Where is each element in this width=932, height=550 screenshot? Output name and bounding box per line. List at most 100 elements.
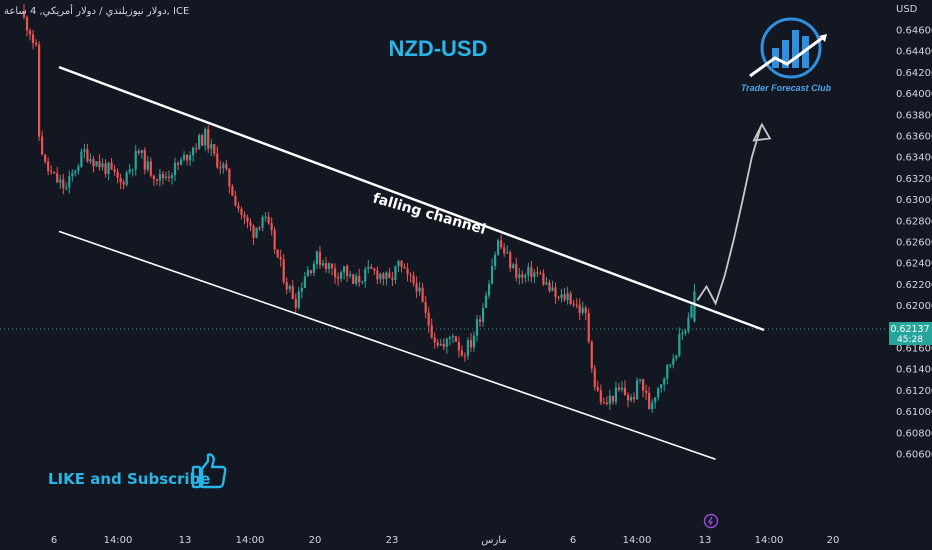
- candle-body: [599, 390, 602, 403]
- candle-body: [330, 263, 334, 269]
- candle-body: [545, 282, 548, 285]
- candle-body: [424, 301, 427, 313]
- candle-body: [521, 274, 524, 278]
- thumbs-up-icon[interactable]: [191, 453, 227, 489]
- x-tick-label: مارس: [481, 535, 506, 546]
- candle-body: [548, 282, 551, 291]
- x-axis[interactable]: 6 14:00 13 14:00 20 23 مارس 6 14:00 13 14:00 20: [51, 535, 840, 546]
- candle-body: [608, 395, 611, 404]
- x-tick-label: 6: [51, 535, 57, 546]
- candle-body: [551, 287, 554, 291]
- candle-body: [388, 272, 391, 278]
- candle-body: [421, 287, 424, 302]
- candle-body: [116, 171, 119, 178]
- last-price-badge[interactable]: 0.62137 45:28: [889, 322, 932, 345]
- candle-body: [122, 182, 125, 185]
- candle-body: [204, 129, 207, 146]
- x-tick-label: 14:00: [236, 535, 265, 546]
- candle-body: [98, 161, 101, 168]
- candle-body: [222, 164, 225, 169]
- candle-body: [605, 402, 608, 404]
- candle-body: [276, 249, 279, 257]
- candle-body: [614, 387, 618, 402]
- candle-body: [587, 312, 590, 342]
- candle-body: [376, 270, 379, 280]
- candle-body: [324, 263, 328, 269]
- candle-body: [192, 147, 195, 156]
- candle-body: [83, 149, 86, 152]
- candle-body: [487, 283, 491, 296]
- candle-body: [213, 144, 216, 154]
- candle-body: [515, 264, 518, 278]
- candle-body: [463, 355, 467, 357]
- candle-body: [201, 135, 204, 146]
- brand-logo-icon[interactable]: [749, 17, 827, 79]
- candle-body: [648, 392, 651, 410]
- candle-body: [472, 335, 476, 348]
- candle-body: [690, 305, 693, 318]
- candles: [22, 4, 696, 414]
- x-tick-label: 23: [386, 535, 399, 546]
- candle-body: [509, 252, 512, 268]
- candle-body: [394, 266, 397, 280]
- candle-body: [642, 379, 645, 391]
- candle-body: [494, 254, 497, 267]
- candle-body: [584, 307, 587, 313]
- candle-body: [448, 337, 451, 339]
- candle-body: [364, 268, 367, 282]
- candle-body: [645, 390, 648, 393]
- candle-body: [219, 167, 222, 169]
- candle-body: [385, 272, 388, 280]
- candle-body: [439, 344, 442, 346]
- candle-body: [497, 240, 500, 255]
- candle-body: [635, 380, 639, 400]
- forecast-arrowhead: [752, 122, 772, 142]
- candle-body: [294, 299, 297, 308]
- candle-body: [451, 336, 454, 338]
- forecast-arrow[interactable]: [696, 122, 772, 306]
- candle-body: [62, 179, 65, 189]
- channel-lines[interactable]: [58, 65, 765, 461]
- x-tick-label: 20: [827, 535, 840, 546]
- candle-body: [110, 162, 113, 170]
- candle-body: [358, 276, 361, 283]
- candle-body: [617, 387, 621, 390]
- candle-body: [569, 293, 572, 304]
- candle-body: [28, 30, 32, 35]
- candle-body: [107, 162, 110, 174]
- candle-body: [684, 331, 687, 334]
- candle-body: [333, 268, 337, 278]
- candle-body: [161, 174, 165, 179]
- candle-body: [340, 272, 343, 279]
- candle-body: [44, 154, 47, 162]
- candle-body: [152, 175, 155, 180]
- candle-body: [418, 287, 421, 292]
- candle-body: [512, 264, 515, 268]
- x-tick-label: 13: [699, 535, 712, 546]
- candle-body: [128, 169, 131, 173]
- candle-body: [581, 307, 584, 313]
- candle-body: [409, 274, 412, 276]
- symbol-info: دولار نيوزيلندي / دولار أمريكي, 4 ساعة, …: [4, 4, 189, 17]
- candle-body: [170, 175, 174, 178]
- candle-body: [638, 379, 642, 381]
- candle-body: [681, 333, 684, 335]
- candle-body: [391, 277, 394, 280]
- candle-body: [430, 325, 433, 338]
- y-tick-label: 0.60600: [896, 450, 932, 461]
- candle-body: [56, 173, 59, 183]
- lightning-icon[interactable]: [703, 513, 719, 529]
- candle-body: [457, 341, 460, 351]
- candle-body: [669, 364, 672, 366]
- candle-body: [382, 273, 385, 280]
- candle-body: [367, 266, 370, 269]
- candle-body: [34, 42, 38, 45]
- candle-body: [140, 150, 143, 154]
